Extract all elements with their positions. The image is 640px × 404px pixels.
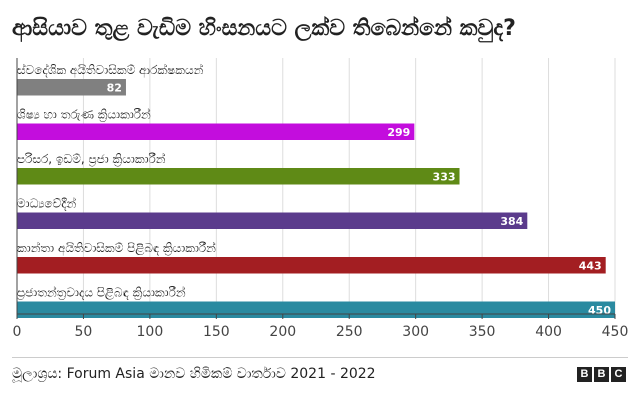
bar (17, 79, 126, 96)
x-tick-label: 100 (137, 324, 164, 340)
x-tick-label: 350 (469, 324, 496, 340)
chart-title: ආසියාව තුළ වැඩිම හිංසනයට ලක්ව තිබෙන්නේ ක… (12, 16, 516, 41)
category-label: කාන්තා අයිතිවාසිකම් පිළිබඳ ක්‍රියාකාරීන් (17, 241, 216, 256)
footer-divider (12, 357, 628, 358)
category-label: ප්‍රජාතන්ත්‍රවාදය පිළිබඳ ක්‍රියාකාරීන් (17, 285, 186, 300)
x-tick-label: 300 (402, 324, 429, 340)
bar (17, 212, 528, 229)
value-label: 82 (107, 81, 122, 94)
category-label: පරිසර, ඉඩම්, ප්‍රජා ක්‍රියාකාරීන් (17, 152, 166, 167)
category-label: ස්වදේශික අයිතිවාසිකම් ආරක්ෂකයන් (17, 63, 204, 78)
bar (17, 168, 460, 185)
x-tick-label: 200 (269, 324, 296, 340)
bbc-logo-block: B (577, 367, 592, 382)
source-note: මූලාශ්‍රය: Forum Asia මානව හිමිකම් වාර්ත… (12, 366, 376, 382)
bbc-logo-block: B (594, 367, 609, 382)
bar (17, 301, 615, 318)
bar (17, 257, 606, 274)
x-tick-label: 250 (336, 324, 363, 340)
value-label: 450 (588, 304, 611, 317)
category-label: ශිෂ්‍ය හා තරුණ ක්‍රියාකාරීන් (17, 107, 151, 122)
x-tick-label: 450 (602, 324, 629, 340)
x-tick-label: 150 (203, 324, 230, 340)
bbc-logo: B B C (577, 367, 626, 382)
bar (17, 123, 415, 140)
value-label: 443 (579, 259, 602, 272)
value-label: 384 (500, 215, 523, 228)
x-tick-label: 0 (13, 324, 22, 340)
category-label: මාධ්‍යවේදීන් (17, 196, 77, 210)
x-tick-label: 400 (535, 324, 562, 340)
value-label: 299 (387, 126, 410, 139)
value-label: 333 (433, 170, 456, 183)
x-tick-label: 50 (75, 324, 93, 340)
bbc-logo-block: C (611, 367, 626, 382)
